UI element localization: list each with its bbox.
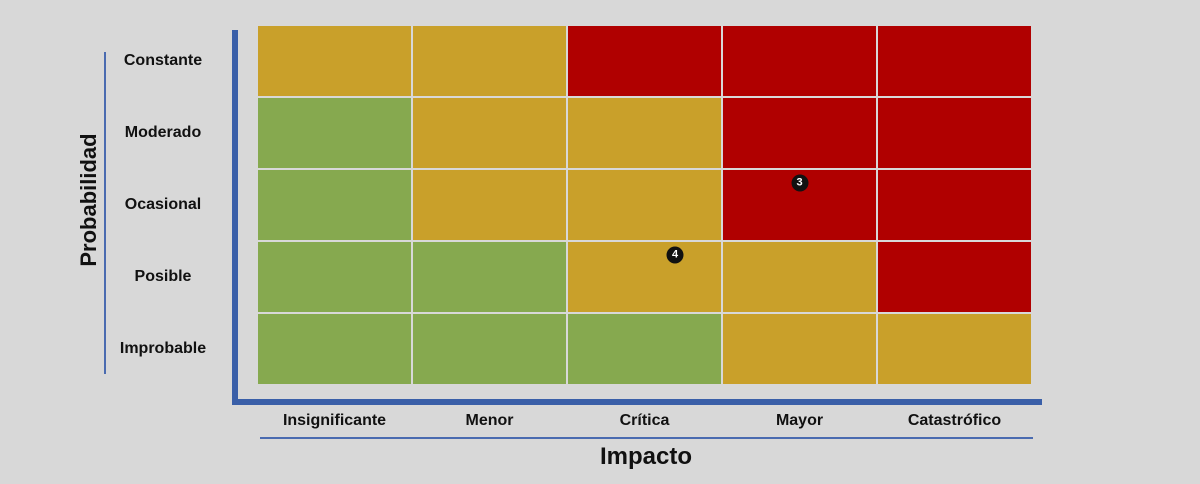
matrix-cell — [413, 314, 566, 384]
impact-label: Insignificante — [282, 412, 387, 429]
matrix-cell — [723, 314, 876, 384]
matrix-cell — [878, 314, 1031, 384]
probability-label: Constante — [123, 52, 203, 69]
matrix-cell — [258, 242, 411, 312]
matrix-cell — [723, 242, 876, 312]
matrix-cell — [723, 98, 876, 168]
matrix-cell — [413, 26, 566, 96]
impact-label: Crítica — [619, 412, 670, 429]
matrix-cell — [878, 242, 1031, 312]
y-axis-title: Probabilidad — [76, 133, 101, 267]
x-axis-line — [232, 399, 1042, 405]
matrix-cell — [878, 26, 1031, 96]
matrix-cell — [258, 314, 411, 384]
matrix-cell — [878, 170, 1031, 240]
matrix-cell — [413, 242, 566, 312]
probability-label: Posible — [134, 268, 192, 285]
x-label-underline — [260, 437, 1033, 439]
x-axis-title: Impacto — [599, 443, 693, 470]
matrix-cell — [413, 170, 566, 240]
matrix-cell — [568, 26, 721, 96]
matrix-cell — [568, 170, 721, 240]
matrix-cell — [258, 98, 411, 168]
y-label-underline — [104, 52, 106, 374]
matrix-cell — [878, 98, 1031, 168]
risk-marker: 4 — [666, 246, 684, 264]
probability-label: Ocasional — [124, 196, 202, 213]
matrix-cell — [568, 98, 721, 168]
matrix-cell — [258, 26, 411, 96]
impact-label: Catastrófico — [907, 412, 1002, 429]
probability-label: Improbable — [119, 340, 207, 357]
matrix-cell — [568, 242, 721, 312]
matrix-cell — [258, 170, 411, 240]
matrix-cell — [413, 98, 566, 168]
y-axis-line — [232, 30, 238, 405]
probability-label: Moderado — [124, 124, 202, 141]
impact-label: Mayor — [775, 412, 824, 429]
matrix-cell — [568, 314, 721, 384]
matrix-cell — [723, 26, 876, 96]
risk-marker: 3 — [791, 174, 808, 192]
impact-label: Menor — [465, 412, 514, 429]
